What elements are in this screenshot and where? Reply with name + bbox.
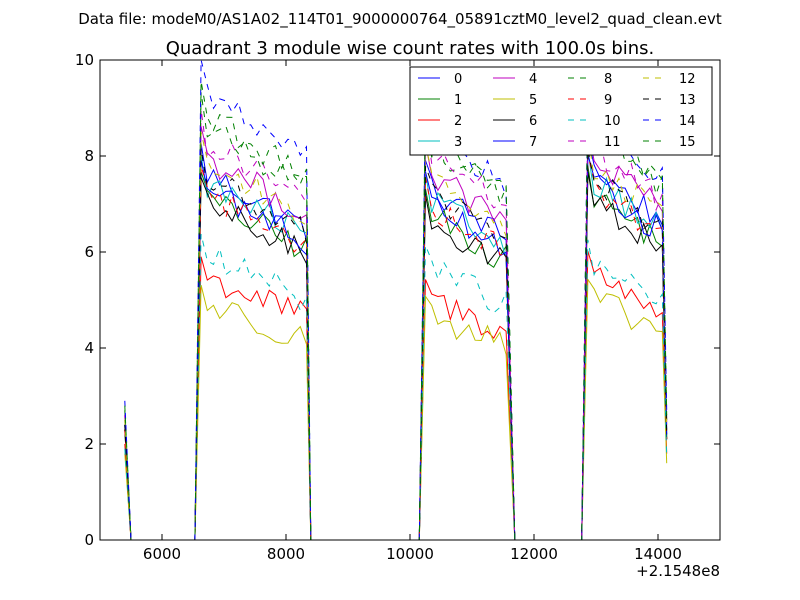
y-tick-label: 2 bbox=[84, 435, 94, 453]
legend-label-12: 12 bbox=[679, 72, 696, 87]
x-axis-ticks: 6000 8000 10000 12000 14000 bbox=[143, 60, 682, 563]
x-tick-label: 14000 bbox=[634, 545, 682, 563]
series-line-5 bbox=[124, 277, 668, 541]
legend-label-2: 2 bbox=[454, 114, 462, 129]
x-tick-label: 8000 bbox=[267, 545, 305, 563]
legend-label-7: 7 bbox=[529, 135, 537, 150]
data-file-header: Data file: modeM0/AS1A02_114T01_90000007… bbox=[78, 10, 722, 29]
legend-label-8: 8 bbox=[604, 72, 612, 87]
y-tick-label: 4 bbox=[84, 339, 94, 357]
legend-label-6: 6 bbox=[529, 114, 537, 129]
y-tick-label: 8 bbox=[84, 147, 94, 165]
legend-label-15: 15 bbox=[679, 135, 696, 150]
series-line-10 bbox=[124, 233, 668, 541]
series-line-6 bbox=[124, 171, 668, 541]
legend-label-13: 13 bbox=[679, 93, 696, 108]
legend-label-10: 10 bbox=[604, 114, 621, 129]
legend-label-3: 3 bbox=[454, 135, 462, 150]
y-tick-label: 10 bbox=[75, 51, 94, 69]
chart-title: Quadrant 3 module wise count rates with … bbox=[166, 38, 655, 59]
legend-frame bbox=[409, 66, 713, 156]
legend-label-14: 14 bbox=[679, 114, 696, 129]
legend-label-11: 11 bbox=[604, 135, 621, 150]
x-offset-label: +2.1548e8 bbox=[636, 562, 720, 580]
y-tick-label: 0 bbox=[84, 531, 94, 549]
x-tick-label: 12000 bbox=[510, 545, 558, 563]
x-tick-label: 10000 bbox=[386, 545, 434, 563]
y-tick-label: 6 bbox=[84, 243, 94, 261]
legend-label-4: 4 bbox=[529, 72, 537, 87]
series-line-1 bbox=[124, 166, 668, 541]
x-tick-label: 6000 bbox=[143, 545, 181, 563]
series-line-9 bbox=[124, 154, 668, 541]
series-line-7 bbox=[124, 154, 668, 541]
series-line-4 bbox=[124, 126, 668, 541]
legend-label-5: 5 bbox=[529, 93, 537, 108]
legend-label-1: 1 bbox=[454, 93, 462, 108]
legend-label-0: 0 bbox=[454, 72, 462, 87]
series-line-2 bbox=[124, 250, 668, 541]
legend-label-9: 9 bbox=[604, 93, 612, 108]
series-line-13 bbox=[124, 149, 668, 541]
